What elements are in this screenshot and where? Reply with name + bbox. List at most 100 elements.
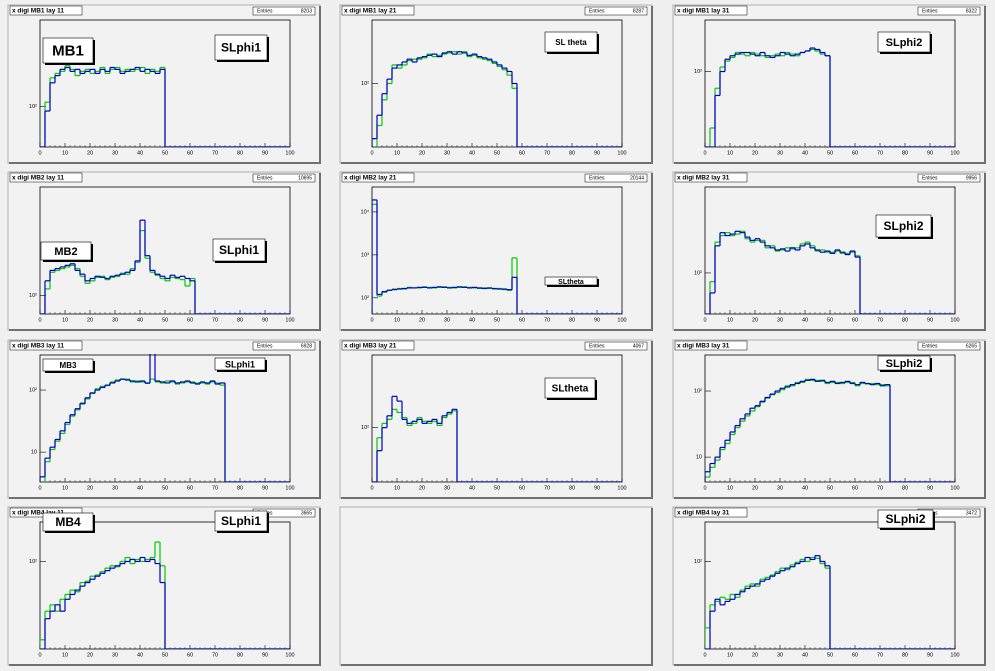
x-tick-label: 70 [544,485,550,491]
x-tick-label: 90 [927,150,933,156]
series-group [705,378,955,482]
stats-box [917,173,981,183]
title-box [9,172,83,183]
y-tick-label: 10² [361,295,369,301]
x-tick-label: 0 [38,317,41,323]
x-tick-label: 30 [777,317,783,323]
pad-title: x digi MB2 lay 31 [677,175,730,182]
series-group [705,555,955,649]
x-tick-label: 80 [237,150,243,156]
pad-shadow [9,6,321,164]
x-tick-label: 90 [927,485,933,491]
pad-title: x digi MB3 lay 11 [12,343,64,350]
title-box [674,507,748,518]
stats-label: Entries [589,176,605,182]
x-tick-label: 0 [703,317,706,323]
hist-riser [709,555,955,649]
x-tick-label: 80 [902,317,908,323]
pad: 0 10 20 30 40 50 60 70 80 90 100 10² x digi MB1 lay … [339,4,653,164]
title-box [9,5,83,16]
x-tick-label: 100 [285,485,294,491]
x-tick-label: 80 [902,150,908,156]
stats-box [584,6,648,16]
x-tick-label: 10 [62,652,68,658]
hist-riser [376,396,622,482]
x-tick-label: 10 [62,150,68,156]
title-box [341,5,415,16]
label-text: MB4 [55,515,81,529]
stats-box [917,341,981,351]
y-tick-label: 10 [696,455,702,461]
x-tick-label: 80 [569,150,575,156]
pad: 0 10 20 30 40 50 60 70 80 90 100 10² x digi MB1 lay … [672,4,986,164]
stats-label: Entries [257,344,273,350]
x-tick-label: 40 [802,317,808,323]
x-tick-label: 80 [237,652,243,658]
pad: 0 10 20 30 40 50 60 70 80 90 100 10 10² x digi MB3 la… [7,339,321,499]
x-tick-label: 0 [370,485,373,491]
x-tick-label: 60 [852,652,858,658]
pad-title: x digi MB4 lay 11 [12,510,64,517]
pad: 0 10 20 30 40 50 60 70 80 90 100 10² x digi MB4 lay … [7,506,321,666]
label-box [42,512,94,532]
stats-value: 6265 [966,344,977,350]
x-tick-label: 100 [950,652,959,658]
label-box [42,358,94,372]
x-tick-label: 100 [285,317,294,323]
x-tick-label: 100 [617,485,626,491]
label-text: SLphi1 [221,41,261,55]
y-tick-label: 10³ [361,252,369,258]
series-group [705,47,955,147]
x-tick-label: 100 [617,317,626,323]
x-tick-label: 0 [703,150,706,156]
series-group [40,65,290,147]
stats-label: Entries [589,9,605,15]
x-tick-label: 90 [594,150,600,156]
label-box [42,37,94,64]
x-tick-label: 80 [237,485,243,491]
x-tick-label: 30 [112,317,118,323]
stats-label: Entries [257,9,273,15]
stats-value: 10695 [298,176,312,182]
x-tick-label: 60 [519,485,525,491]
hist-riser [44,557,290,649]
x-tick-label: 70 [877,317,883,323]
stats-value: 4067 [633,344,644,350]
x-tick-label: 20 [87,652,93,658]
x-tick-label: 50 [827,652,833,658]
stats-label: Entries [922,344,938,350]
x-tick-label: 80 [902,485,908,491]
x-tick-label: 90 [927,317,933,323]
x-tick-label: 10 [727,652,733,658]
x-tick-label: 0 [38,652,41,658]
x-tick-label: 40 [802,150,808,156]
x-tick-label: 50 [162,150,168,156]
stats-value: 9956 [966,176,977,182]
pad: 0 10 20 30 40 50 60 70 80 90 100 10² x digi MB2 lay … [7,171,321,331]
x-tick-label: 30 [777,652,783,658]
x-tick-label: 90 [262,652,268,658]
pad-shadow [9,173,321,331]
x-tick-label: 0 [703,485,706,491]
x-tick-label: 70 [877,150,883,156]
stats-value: 8203 [301,9,312,15]
stats-value: 3665 [301,511,312,517]
title-box [674,172,748,183]
x-tick-label: 40 [802,652,808,658]
label-box [212,238,266,262]
x-tick-label: 10 [727,485,733,491]
label-box [544,31,598,53]
y-tick-label: 10² [29,293,37,299]
stats-label: Entries [922,9,938,15]
x-tick-label: 80 [569,485,575,491]
x-tick-label: 70 [212,652,218,658]
pad: 0 10 20 30 40 50 60 70 80 90 100 10² x digi MB4 lay … [672,506,986,666]
pad: 0 10 20 30 40 50 60 70 80 90 100 10² x digi MB3 lay … [339,339,653,499]
x-tick-label: 30 [112,652,118,658]
x-tick-label: 30 [112,485,118,491]
x-tick-label: 50 [162,652,168,658]
pad-title: x digi MB3 lay 31 [677,343,730,350]
x-tick-label: 50 [827,485,833,491]
label-box [214,34,268,61]
